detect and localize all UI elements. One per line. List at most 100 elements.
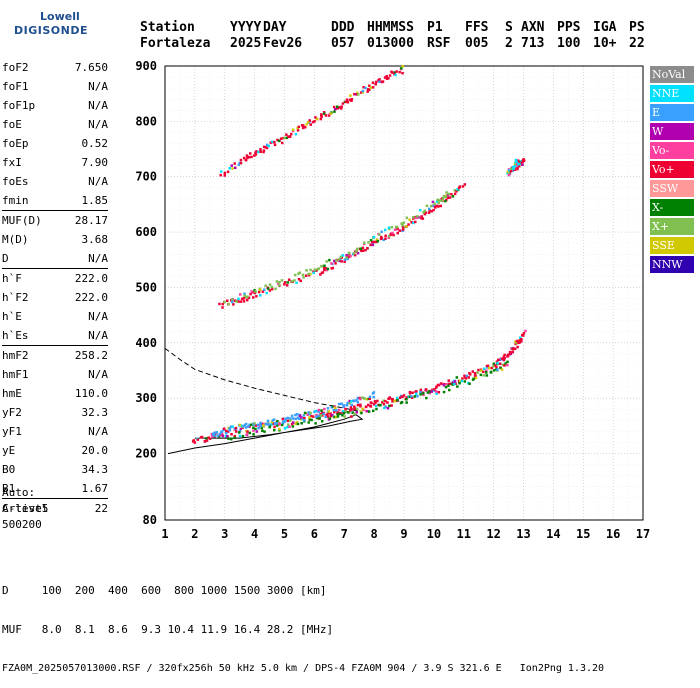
param-value: 222.0 xyxy=(74,272,108,285)
echo-point xyxy=(517,341,520,345)
echo-point xyxy=(359,410,362,413)
echo-point xyxy=(244,158,248,162)
x-tick-label: 4 xyxy=(251,527,258,541)
echo-point xyxy=(273,140,276,144)
echo-point xyxy=(230,298,234,301)
echo-point xyxy=(371,243,375,247)
echo-point xyxy=(247,425,250,428)
echo-point xyxy=(306,413,309,416)
echo-point xyxy=(283,420,286,423)
echo-point xyxy=(408,390,412,394)
echo-point xyxy=(272,418,276,421)
echo-point xyxy=(228,167,231,170)
echo-point xyxy=(290,414,294,418)
echo-point xyxy=(412,221,415,225)
echo-point xyxy=(348,402,352,405)
echo-point xyxy=(383,76,387,79)
echo-point xyxy=(293,279,296,282)
echo-point xyxy=(328,258,331,262)
echo-point xyxy=(480,369,483,372)
echo-point xyxy=(390,226,394,229)
echo-point xyxy=(234,426,238,430)
echo-point xyxy=(346,401,349,405)
echo-point xyxy=(367,410,371,413)
echo-point xyxy=(228,429,232,432)
echo-point xyxy=(268,283,272,286)
echo-point xyxy=(323,112,326,115)
echo-point xyxy=(355,399,358,402)
echo-point xyxy=(317,408,321,412)
legend-item-w: W xyxy=(650,123,694,140)
param-name: h`F2 xyxy=(2,291,29,304)
echo-point xyxy=(271,419,275,422)
echo-point xyxy=(219,173,222,177)
echo-point xyxy=(346,101,350,104)
param-separator xyxy=(2,268,108,269)
echo-point xyxy=(295,413,299,416)
header-label-1: YYYY xyxy=(230,20,262,35)
echo-point xyxy=(430,210,433,213)
echo-point xyxy=(348,399,351,403)
echo-point xyxy=(242,156,246,160)
y-tick-label: 600 xyxy=(135,225,157,239)
echo-point xyxy=(407,223,410,226)
echo-point xyxy=(394,73,397,77)
echo-point xyxy=(325,260,328,263)
echo-point xyxy=(315,413,318,417)
header-value-4: 013000 xyxy=(367,36,414,51)
x-tick-label: 7 xyxy=(341,527,348,541)
echo-point xyxy=(274,287,277,291)
echo-point xyxy=(314,422,317,425)
echo-point xyxy=(294,422,298,425)
echo-point xyxy=(261,290,265,293)
echo-point xyxy=(426,391,430,394)
echo-point xyxy=(233,436,236,440)
echo-point xyxy=(359,91,363,94)
x-tick-label: 13 xyxy=(516,527,530,541)
echo-point xyxy=(469,373,472,376)
echo-point xyxy=(262,150,265,154)
echo-point xyxy=(448,388,451,392)
echo-point xyxy=(374,401,377,404)
echo-point xyxy=(368,397,371,400)
echo-point xyxy=(210,433,214,436)
echo-point xyxy=(277,284,281,287)
echo-point xyxy=(309,123,312,126)
echo-point xyxy=(246,430,249,433)
y-tick-label: 800 xyxy=(135,114,157,128)
param-value: 110.0 xyxy=(74,387,108,400)
echo-point xyxy=(345,256,348,259)
param-value: N/A xyxy=(88,310,108,323)
echo-point xyxy=(317,414,321,417)
echo-point xyxy=(253,154,256,157)
echo-point xyxy=(239,158,243,162)
echo-point xyxy=(203,439,207,443)
echo-point xyxy=(485,374,489,377)
echo-point xyxy=(416,394,419,398)
param-value: 1.85 xyxy=(81,194,109,207)
echo-point xyxy=(260,426,263,430)
echo-point xyxy=(382,238,385,242)
param-name: yF2 xyxy=(2,406,22,419)
echo-point xyxy=(369,243,372,247)
echo-point xyxy=(482,370,485,374)
echo-point xyxy=(400,67,403,70)
echo-point xyxy=(336,107,339,110)
echo-point xyxy=(402,221,406,224)
auto-program: Artist5 xyxy=(2,502,49,515)
echo-point xyxy=(270,423,273,426)
echo-point xyxy=(353,92,356,96)
echo-point xyxy=(461,377,464,380)
param-row: foEs N/A xyxy=(2,172,108,191)
echo-point xyxy=(277,139,281,143)
param-row: foF1p N/A xyxy=(2,96,108,115)
echo-point xyxy=(342,405,345,408)
echo-point xyxy=(312,271,315,275)
echo-point xyxy=(331,266,335,270)
echo-point xyxy=(336,105,339,108)
echo-point xyxy=(363,241,366,244)
echo-point xyxy=(495,360,499,363)
echo-point xyxy=(275,422,279,425)
echo-point xyxy=(349,94,352,97)
echo-point xyxy=(246,295,249,298)
